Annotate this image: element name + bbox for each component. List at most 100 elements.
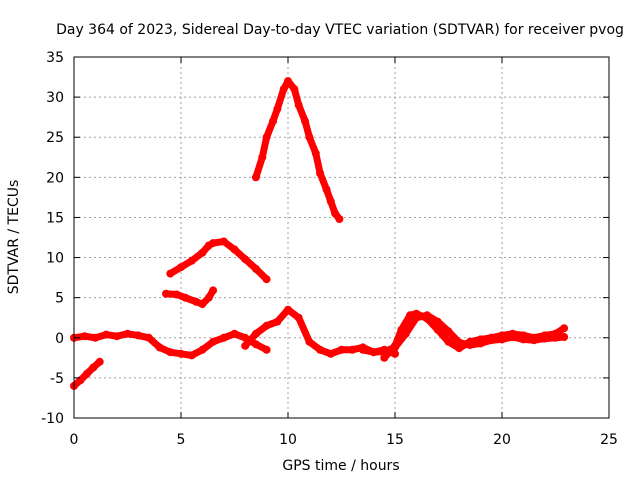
y-axis-label: SDTVAR / TECUs <box>6 180 22 295</box>
data-point <box>230 329 239 338</box>
data-point <box>187 351 196 360</box>
data-point <box>380 347 389 356</box>
x-tick-label: 20 <box>493 432 511 448</box>
y-tick-label: 15 <box>46 210 64 226</box>
data-point <box>262 275 271 284</box>
data-point <box>290 85 299 94</box>
data-point <box>251 264 260 273</box>
data-point <box>230 245 239 254</box>
data-point <box>144 333 153 342</box>
data-point <box>219 237 228 246</box>
x-tick-label: 15 <box>386 432 404 448</box>
data-point <box>89 363 98 372</box>
y-tick-label: 0 <box>55 331 64 347</box>
data-point <box>444 337 453 346</box>
data-point <box>369 348 378 357</box>
data-point <box>326 349 335 358</box>
data-point <box>82 369 91 378</box>
series-arc-mid-low <box>162 286 218 309</box>
data-point <box>262 321 271 330</box>
plot-frame <box>73 56 610 419</box>
data-point <box>476 339 485 348</box>
data-point <box>155 343 164 352</box>
data-point <box>166 348 175 357</box>
series-arc-peak <box>251 77 344 223</box>
data-point <box>487 336 496 345</box>
data-point <box>331 209 340 218</box>
series-arc-low-start <box>70 357 104 390</box>
data-point <box>433 317 442 326</box>
data-point <box>258 153 267 162</box>
data-point <box>273 105 282 114</box>
y-tick-label: 35 <box>46 50 64 66</box>
data-point <box>172 290 181 299</box>
y-tick-label: -10 <box>41 411 64 427</box>
data-point <box>177 263 185 272</box>
data-point <box>316 345 325 354</box>
data-point <box>251 340 260 349</box>
data-point <box>498 335 506 344</box>
data-point <box>294 313 303 322</box>
data-point <box>337 345 346 354</box>
y-tick-label: 5 <box>55 291 64 307</box>
x-axis-label: GPS time / hours <box>282 458 399 474</box>
data-point <box>209 239 218 248</box>
data-point <box>251 329 260 338</box>
data-point <box>560 324 569 333</box>
series-trace <box>166 238 271 283</box>
data-point <box>551 333 560 342</box>
series-arc-baseline-1 <box>70 329 271 360</box>
data-point <box>301 117 310 126</box>
y-tick-label: 30 <box>46 90 64 106</box>
axis-ticks: 0 5 10 15 20 25 -10 -5 0 5 10 15 20 25 30 35 <box>41 50 618 448</box>
data-point <box>166 269 175 278</box>
data-point <box>530 336 539 345</box>
x-tick-label: 5 <box>177 432 186 448</box>
data-point <box>181 293 190 302</box>
data-point <box>391 343 399 352</box>
data-point <box>401 329 410 338</box>
data-point <box>412 313 421 322</box>
data-point <box>112 332 121 341</box>
data-point <box>198 248 207 257</box>
data-point <box>219 333 228 342</box>
data-point <box>269 117 277 126</box>
data-point <box>192 297 200 306</box>
data-point <box>380 353 389 362</box>
data-point <box>273 317 282 326</box>
data-point <box>102 330 111 339</box>
series-arc-baseline-4 <box>358 311 569 357</box>
data-point <box>241 255 250 264</box>
data-point <box>294 101 303 110</box>
grid-lines <box>74 57 609 418</box>
data-point <box>305 133 314 142</box>
chart-title: Day 364 of 2023, Sidereal Day-to-day VTE… <box>56 22 624 38</box>
data-point <box>251 173 260 182</box>
data-point <box>316 169 325 178</box>
data-point <box>177 349 185 358</box>
data-point <box>262 345 271 354</box>
data-point <box>262 133 271 142</box>
data-point <box>91 333 100 342</box>
data-point <box>123 329 132 338</box>
data-point <box>322 185 331 194</box>
data-point <box>348 345 357 354</box>
data-point <box>423 311 432 320</box>
data-point <box>305 337 314 346</box>
data-point <box>508 333 517 341</box>
data-point <box>134 331 143 340</box>
data-point <box>80 332 89 341</box>
data-point <box>198 300 207 309</box>
x-tick-label: 10 <box>279 432 297 448</box>
data-point <box>540 334 549 343</box>
data-point <box>326 197 335 206</box>
x-tick-label: 0 <box>70 432 79 448</box>
data-point <box>519 335 528 344</box>
data-point <box>444 327 453 336</box>
y-tick-label: 25 <box>46 130 64 146</box>
data-point <box>209 286 218 295</box>
x-tick-label: 25 <box>600 432 618 448</box>
series-arc-mid-hump <box>166 237 271 284</box>
data-point <box>162 289 170 298</box>
